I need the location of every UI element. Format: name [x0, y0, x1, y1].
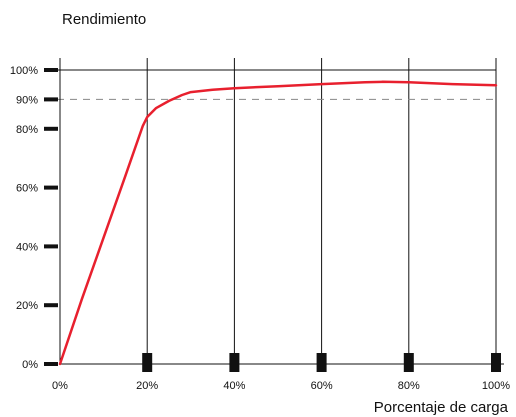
- y-tick-label-2: 40%: [16, 241, 38, 253]
- y-tick-label-1: 20%: [16, 300, 38, 312]
- y-tick-mark-0: [44, 362, 58, 366]
- y-tick-label-0: 0%: [22, 359, 38, 371]
- x-tick-mark-2: [229, 353, 240, 372]
- y-tick-label-4: 80%: [16, 124, 38, 136]
- axes: 0% 20% 40% 60% 80% 90% 100% 0% 20% 40% 60% 80% 100%: [10, 58, 510, 392]
- x-tick-label-5: 100%: [482, 380, 510, 392]
- y-axis-title: Rendimiento: [62, 11, 146, 28]
- x-axis-title: Porcentaje de carga: [374, 399, 509, 416]
- y-tick-label-5: 90%: [16, 94, 38, 106]
- y-tick-mark-6: [44, 68, 58, 72]
- y-tick-mark-4: [44, 126, 58, 131]
- x-tick-mark-5: [491, 353, 501, 372]
- y-tick-mark-3: [44, 185, 58, 190]
- y-tick-mark-2: [44, 244, 58, 249]
- x-tick-mark-1: [142, 353, 153, 372]
- y-tick-mark-1: [44, 303, 58, 308]
- grid: [44, 58, 497, 364]
- x-tick-label-0: 0%: [52, 380, 68, 392]
- x-tick-mark-4: [403, 353, 414, 372]
- x-tick-label-1: 20%: [136, 380, 158, 392]
- x-tick-label-4: 80%: [398, 380, 420, 392]
- x-tick-label-2: 40%: [223, 380, 245, 392]
- series-group: [58, 80, 498, 366]
- y-tick-mark-5: [44, 97, 58, 102]
- series-line-0: [58, 80, 498, 366]
- y-tick-label-3: 60%: [16, 183, 38, 195]
- x-tick-mark-3: [316, 353, 327, 372]
- x-tick-label-3: 60%: [311, 380, 333, 392]
- y-tick-label-6: 100%: [10, 65, 38, 77]
